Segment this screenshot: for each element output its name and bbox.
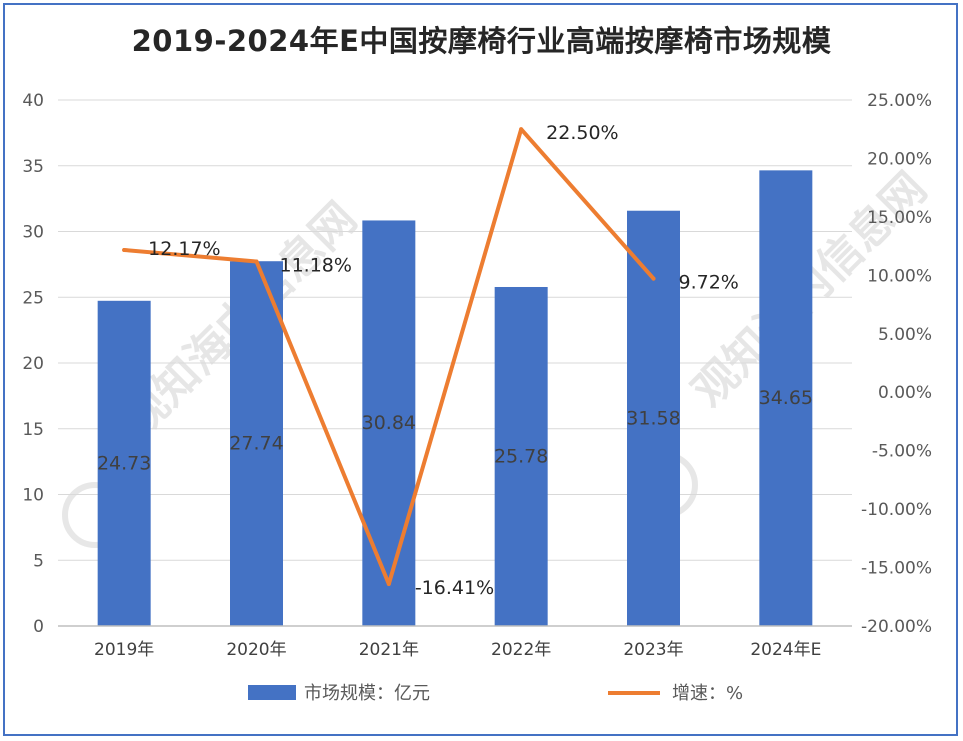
x-axis-tick-label: 2021年 (359, 640, 419, 660)
left-axis-tick-label: 20 (22, 354, 44, 374)
x-axis-tick-label: 2023年 (623, 640, 683, 660)
line-point (122, 247, 127, 252)
x-axis-tick-label: 2024年E (750, 640, 821, 660)
left-axis-tick-label: 15 (22, 420, 44, 440)
bar-value-label: 31.58 (626, 407, 680, 429)
bar-value-label: 27.74 (229, 433, 283, 455)
right-axis-tick-label: 0.00% (878, 383, 932, 403)
right-axis-tick-label: 10.00% (867, 266, 932, 286)
bar-value-label: 25.78 (494, 445, 548, 467)
line-point (254, 259, 259, 264)
left-axis-tick-label: 30 (22, 223, 44, 243)
bar (759, 170, 813, 627)
bar (97, 300, 151, 626)
right-axis-tick-label: 5.00% (878, 325, 932, 345)
chart-title: 2019-2024年E中国按摩椅行业高端按摩椅市场规模 (131, 24, 832, 58)
x-axis: 2019年 2020年 2021年 2022年 2023年 2024年E (58, 625, 852, 660)
right-axis-tick-label: 15.00% (867, 208, 932, 228)
left-axis-tick-label: 0 (33, 617, 44, 637)
x-axis-tick-label: 2019年 (94, 640, 154, 660)
left-axis-tick-label: 25 (22, 288, 44, 308)
gridlines (58, 99, 852, 561)
x-axis-tick-label: 2020年 (226, 640, 286, 660)
bar-value-label: 30.84 (362, 412, 416, 434)
left-axis-tick-label: 10 (22, 486, 44, 506)
bar (362, 220, 416, 627)
right-axis-tick-label: 25.00% (867, 91, 932, 111)
line-value-label: 22.50% (546, 122, 618, 144)
right-axis-tick-label: -20.00% (861, 617, 932, 637)
left-axis-tick-label: 35 (22, 157, 44, 177)
line-point (519, 127, 524, 132)
line-series: 12.17% 11.18% -16.41% 22.50% 9.72% (122, 122, 739, 599)
right-axis: -20.00% -15.00% -10.00% -5.00% 0.00% 5.00% 10.… (861, 91, 932, 637)
right-axis-tick-label: -15.00% (861, 559, 932, 579)
line-point (651, 276, 656, 281)
legend-swatch-bar (248, 685, 296, 700)
legend-label: 市场规模：亿元 (304, 683, 430, 704)
bar-value-label: 34.65 (759, 387, 813, 409)
right-axis-tick-label: 20.00% (867, 149, 932, 169)
line-value-label: 11.18% (280, 255, 352, 277)
x-axis-tick-label: 2022年 (491, 640, 551, 660)
left-axis-tick-label: 5 (33, 551, 44, 571)
line-point (386, 582, 391, 587)
right-axis-tick-label: -5.00% (872, 442, 932, 462)
bar (494, 286, 548, 626)
bar-value-label: 24.73 (97, 452, 151, 474)
legend: 市场规模：亿元 增速：% (248, 683, 743, 704)
right-axis-tick-label: -10.00% (861, 500, 932, 520)
line-value-label: 9.72% (679, 272, 739, 294)
line-value-label: -16.41% (415, 577, 494, 599)
legend-label: 增速：% (672, 683, 743, 704)
bar (230, 261, 283, 626)
left-axis-tick-label: 40 (22, 91, 44, 111)
line-value-label: 12.17% (148, 238, 220, 260)
left-axis: 0 5 10 15 20 25 30 35 40 (22, 91, 44, 637)
